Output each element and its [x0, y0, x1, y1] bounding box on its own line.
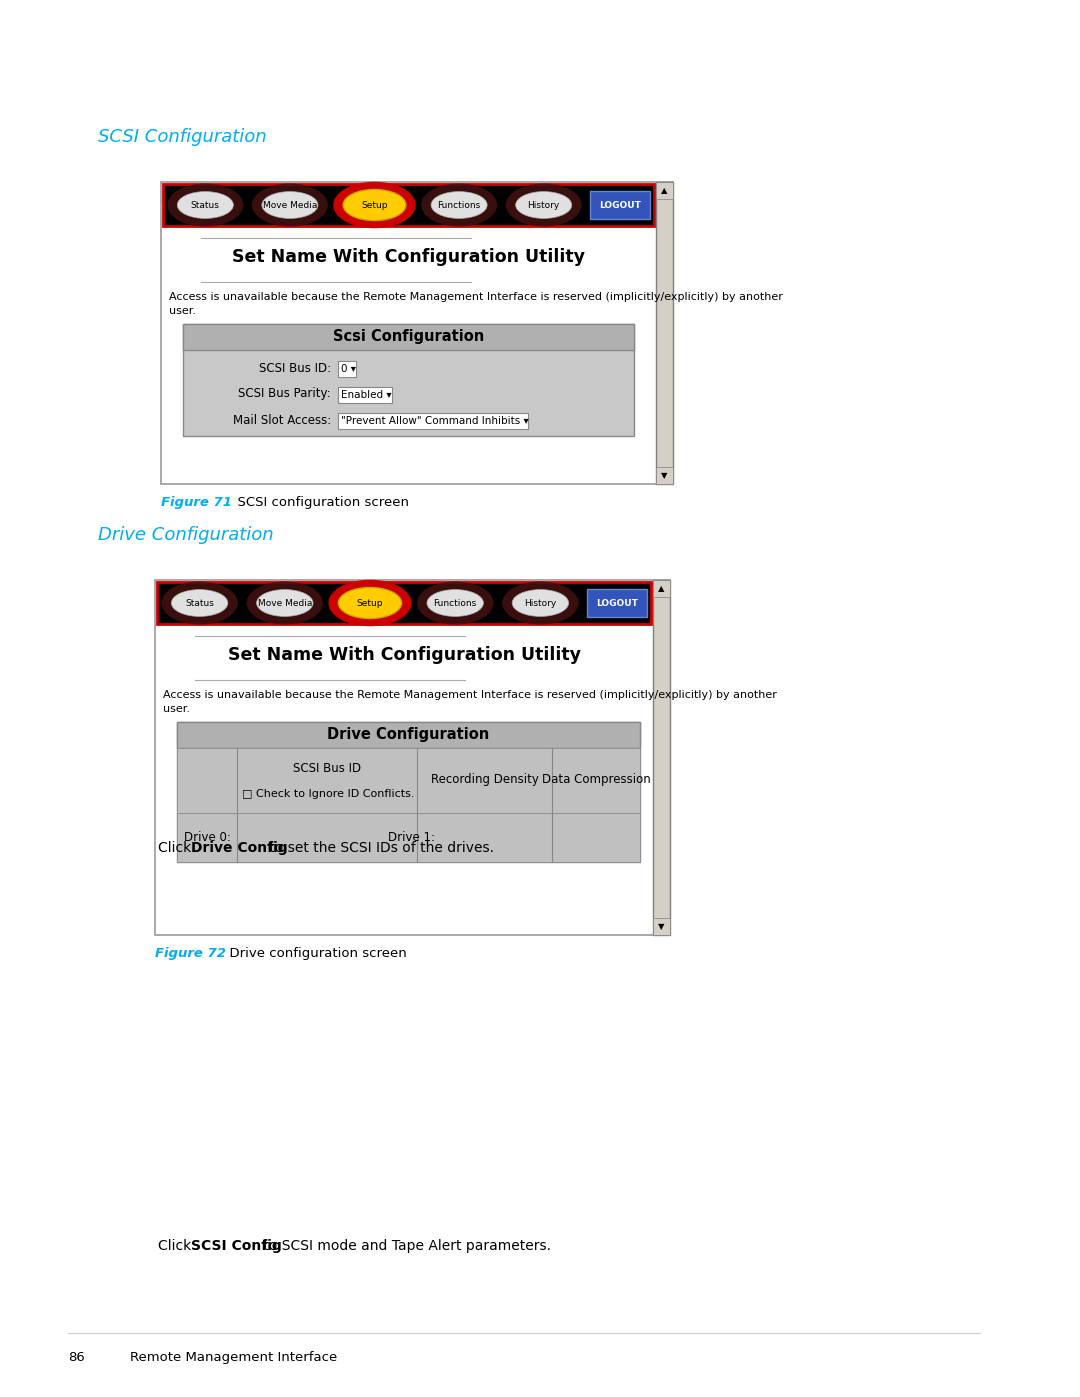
Text: ▲: ▲: [661, 186, 667, 196]
Text: to set the SCSI IDs of the drives.: to set the SCSI IDs of the drives.: [266, 841, 495, 855]
Ellipse shape: [172, 590, 228, 616]
Ellipse shape: [261, 191, 318, 218]
Text: Drive configuration screen: Drive configuration screen: [221, 947, 407, 960]
Ellipse shape: [421, 183, 497, 226]
Ellipse shape: [161, 581, 238, 624]
Text: Drive 0:: Drive 0:: [184, 831, 230, 844]
FancyBboxPatch shape: [183, 324, 634, 351]
FancyBboxPatch shape: [656, 182, 673, 483]
Ellipse shape: [427, 590, 484, 616]
Ellipse shape: [512, 590, 569, 616]
Ellipse shape: [167, 183, 243, 226]
Text: SCSI Bus ID:: SCSI Bus ID:: [259, 362, 330, 374]
Ellipse shape: [328, 580, 411, 626]
Text: Setup: Setup: [356, 598, 383, 608]
Text: 0 ▾: 0 ▾: [341, 365, 356, 374]
Ellipse shape: [502, 581, 579, 624]
Ellipse shape: [515, 191, 571, 218]
Ellipse shape: [177, 191, 233, 218]
Text: Recording Density: Recording Density: [431, 774, 539, 787]
FancyBboxPatch shape: [161, 182, 673, 483]
Text: Setup: Setup: [361, 201, 388, 210]
Text: Functions: Functions: [437, 201, 481, 210]
Text: to SCSI mode and Tape Alert parameters.: to SCSI mode and Tape Alert parameters.: [259, 1239, 551, 1253]
Text: Functions: Functions: [433, 598, 477, 608]
Text: Set Name With Configuration Utility: Set Name With Configuration Utility: [232, 249, 585, 265]
Text: SCSI Bus Parity:: SCSI Bus Parity:: [239, 387, 330, 401]
Text: user.: user.: [168, 306, 195, 316]
Text: Set Name With Configuration Utility: Set Name With Configuration Utility: [228, 645, 581, 664]
Text: ▼: ▼: [661, 471, 667, 481]
Text: Remote Management Interface: Remote Management Interface: [130, 1351, 337, 1363]
Text: SCSI configuration screen: SCSI configuration screen: [229, 496, 409, 509]
FancyBboxPatch shape: [653, 918, 670, 935]
Text: Figure 71: Figure 71: [161, 496, 232, 509]
Ellipse shape: [343, 190, 406, 221]
FancyBboxPatch shape: [177, 722, 640, 747]
Ellipse shape: [431, 191, 487, 218]
Text: Access is unavailable because the Remote Management Interface is reserved (impli: Access is unavailable because the Remote…: [163, 690, 777, 700]
Text: ▼: ▼: [658, 922, 665, 930]
Text: Drive 1:: Drive 1:: [389, 831, 435, 844]
FancyBboxPatch shape: [156, 580, 670, 935]
Text: Click: Click: [158, 841, 195, 855]
Text: Drive Configuration: Drive Configuration: [98, 527, 273, 543]
FancyBboxPatch shape: [338, 414, 528, 429]
Ellipse shape: [505, 183, 582, 226]
Text: Status: Status: [191, 201, 219, 210]
Text: user.: user.: [163, 704, 190, 714]
Text: History: History: [527, 201, 559, 210]
FancyBboxPatch shape: [163, 184, 654, 226]
Text: ▲: ▲: [658, 584, 665, 592]
FancyBboxPatch shape: [157, 583, 651, 624]
FancyBboxPatch shape: [653, 580, 670, 597]
FancyBboxPatch shape: [177, 747, 640, 813]
Text: "Prevent Allow" Command Inhibits ▾: "Prevent Allow" Command Inhibits ▾: [341, 416, 529, 426]
FancyBboxPatch shape: [338, 387, 392, 402]
Text: SCSI Config: SCSI Config: [191, 1239, 282, 1253]
Text: 86: 86: [68, 1351, 84, 1363]
FancyBboxPatch shape: [177, 813, 640, 862]
Text: Status: Status: [185, 598, 214, 608]
Text: Enabled ▾: Enabled ▾: [341, 390, 392, 400]
Ellipse shape: [246, 581, 323, 624]
Text: Move Media: Move Media: [262, 201, 318, 210]
FancyBboxPatch shape: [177, 722, 640, 862]
FancyBboxPatch shape: [656, 467, 673, 483]
Text: Scsi Configuration: Scsi Configuration: [333, 330, 484, 345]
Text: Move Media: Move Media: [258, 598, 312, 608]
Text: □ Check to Ignore ID Conflicts.: □ Check to Ignore ID Conflicts.: [242, 789, 415, 799]
Text: LOGOUT: LOGOUT: [596, 598, 638, 608]
Ellipse shape: [417, 581, 494, 624]
Text: History: History: [524, 598, 556, 608]
Text: SCSI Bus ID: SCSI Bus ID: [293, 761, 361, 774]
FancyBboxPatch shape: [338, 360, 356, 377]
Ellipse shape: [338, 588, 402, 619]
Text: Figure 72: Figure 72: [156, 947, 226, 960]
FancyBboxPatch shape: [588, 590, 647, 616]
FancyBboxPatch shape: [590, 191, 650, 219]
Text: Drive Config: Drive Config: [191, 841, 287, 855]
Text: Mail Slot Access:: Mail Slot Access:: [233, 414, 330, 426]
Text: Data Compression: Data Compression: [542, 774, 650, 787]
Ellipse shape: [257, 590, 313, 616]
Text: SCSI Configuration: SCSI Configuration: [98, 129, 267, 147]
Text: LOGOUT: LOGOUT: [599, 201, 640, 210]
Text: Drive Configuration: Drive Configuration: [327, 728, 489, 742]
Ellipse shape: [334, 182, 416, 228]
Text: Click: Click: [158, 1239, 195, 1253]
FancyBboxPatch shape: [653, 580, 670, 935]
Text: Access is unavailable because the Remote Management Interface is reserved (impli: Access is unavailable because the Remote…: [168, 292, 783, 302]
Ellipse shape: [252, 183, 328, 226]
FancyBboxPatch shape: [656, 182, 673, 198]
FancyBboxPatch shape: [183, 324, 634, 436]
